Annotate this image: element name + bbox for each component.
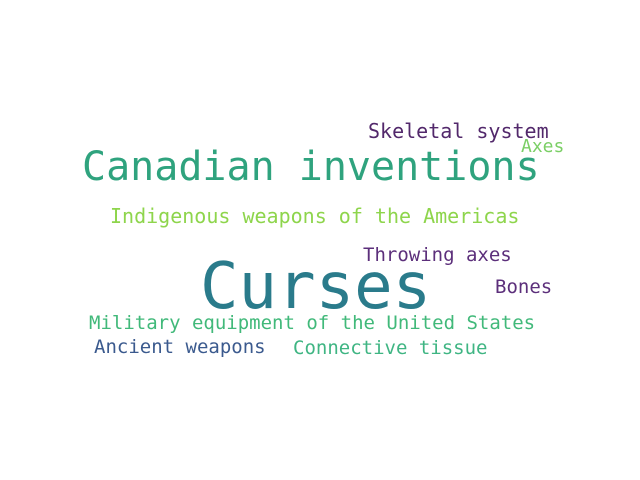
word-ancient-weapons: Ancient weapons: [94, 336, 266, 358]
word-indigenous-weapons: Indigenous weapons of the Americas: [110, 204, 520, 228]
word-curses: Curses: [200, 250, 432, 324]
word-bones: Bones: [495, 276, 553, 298]
word-canadian-inventions: Canadian inventions: [82, 144, 540, 190]
word-military-equipment: Military equipment of the United States: [89, 312, 536, 334]
word-throwing-axes: Throwing axes: [363, 244, 512, 266]
word-skeletal-system: Skeletal system: [368, 119, 549, 143]
word-axes: Axes: [521, 136, 565, 157]
word-connective-tissue: Connective tissue: [293, 337, 488, 359]
